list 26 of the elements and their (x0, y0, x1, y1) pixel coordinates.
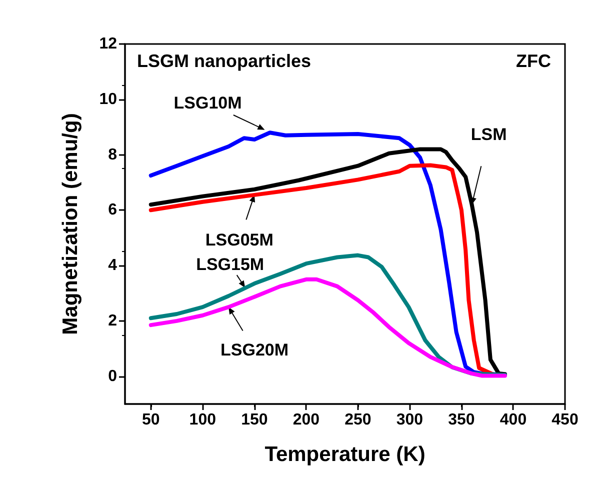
annotation: ZFC (516, 51, 552, 71)
x-tick-label: 400 (500, 412, 527, 428)
y-axis-title: Magnetization (emu/g) (59, 113, 82, 335)
x-tick-label: 100 (189, 412, 216, 428)
y-tick-label: 6 (108, 202, 118, 219)
annotation: LSG20M (220, 340, 289, 360)
annotation: LSM (470, 125, 507, 144)
x-tick-label: 350 (448, 412, 475, 428)
annotation: LSG05M (205, 230, 274, 250)
annotation: LSGM nanoparticles (137, 51, 312, 71)
y-tick-label: 8 (108, 146, 118, 164)
annotation: LSG10M (174, 93, 242, 112)
x-tick-label: 250 (344, 412, 372, 428)
x-tick-label: 150 (241, 412, 268, 428)
y-tick-label: 4 (108, 257, 118, 274)
x-tick-label: 200 (292, 412, 320, 428)
annotation: LSG15M (196, 255, 264, 274)
x-axis-title: Temperature (K) (264, 443, 426, 466)
x-tick-label: 450 (552, 412, 578, 428)
y-tick-label: 10 (99, 90, 118, 108)
x-tick-label: 50 (142, 412, 160, 428)
x-tick-label: 300 (396, 412, 424, 428)
y-tick-label: 2 (108, 312, 118, 330)
line-series (148, 277, 507, 378)
y-tick-label: 12 (99, 36, 118, 52)
y-tick-label: 0 (108, 368, 118, 385)
